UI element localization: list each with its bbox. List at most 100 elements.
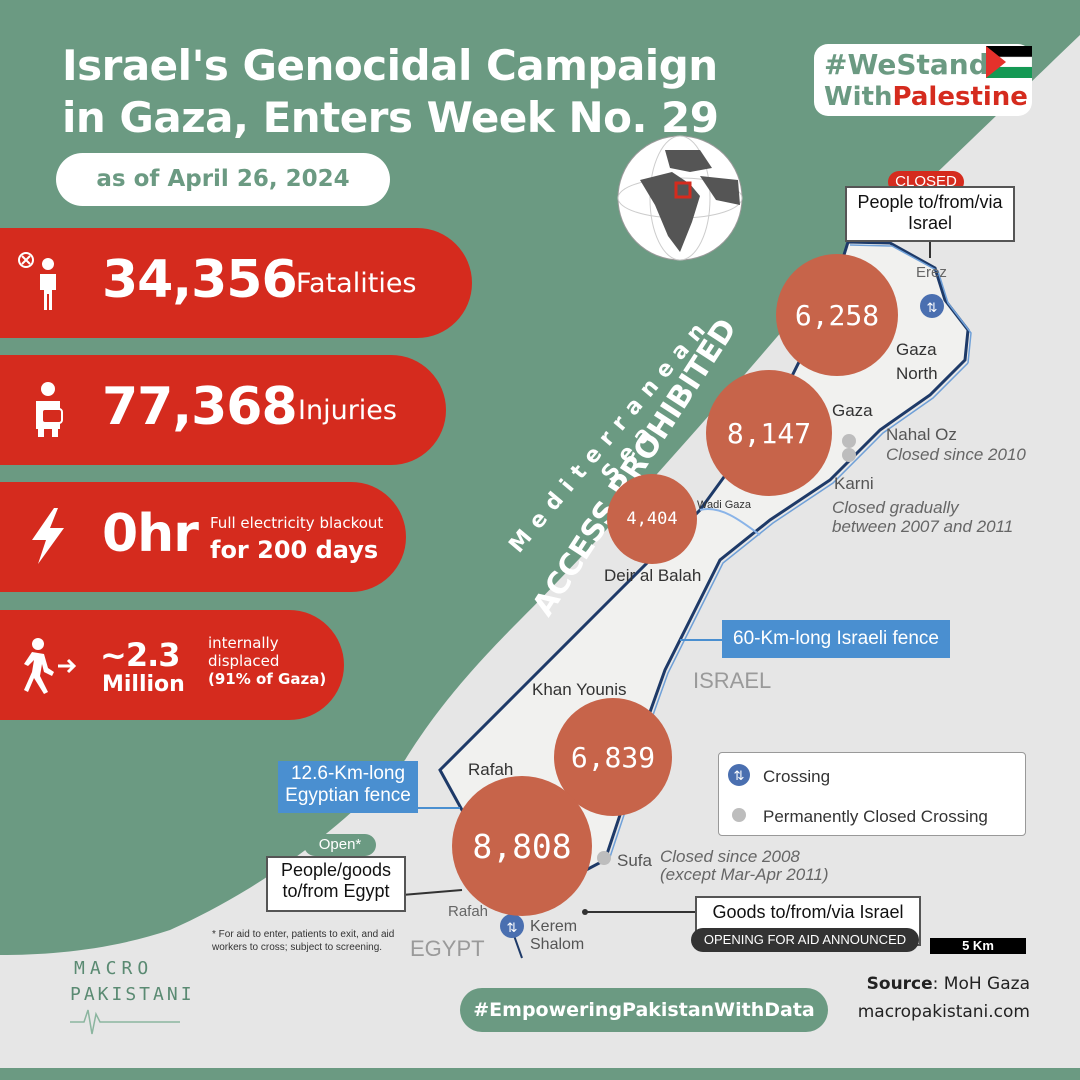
lightning-bolt-icon — [32, 508, 64, 564]
svg-text:⇅: ⇅ — [734, 769, 745, 784]
fatalities-value: 34,356 — [102, 250, 298, 310]
footnote: * For aid to enter, patients to exit, an… — [212, 928, 412, 954]
egypt-label: EGYPT — [410, 936, 485, 961]
kerem-shalom-label-2: Shalom — [530, 936, 585, 953]
website: macropakistani.com — [857, 1002, 1030, 1022]
rafah-leader — [401, 889, 463, 896]
displaced-note-3: (91% of Gaza) — [208, 670, 327, 688]
gaza-label: Gaza — [832, 401, 873, 420]
egyptian-fence-line-2: Egyptian fence — [285, 785, 411, 806]
wadi-gaza-river — [699, 508, 761, 536]
injured-person-icon — [36, 382, 63, 437]
kerem-shalom-label-1: Kerem — [530, 918, 578, 935]
hashtag-badge: #WeStand WithPalestine — [814, 44, 1032, 116]
deir-al-balah-label: Deir al Balah — [604, 566, 702, 585]
egyptian-fence-line-1: 12.6-Km-long — [290, 763, 406, 784]
source-value: : MoH Gaza — [932, 974, 1030, 994]
hashtag-palestine: Palestine — [892, 82, 1028, 112]
displaced-unit: Million — [102, 672, 185, 697]
source-line: Source: MoH Gaza — [830, 974, 1030, 994]
deir-al-balah-circle: 4,404 — [607, 474, 697, 564]
kerem-callout-line-1: Goods to/from/via Israel — [712, 902, 904, 922]
nahal-oz-label: Nahal Oz — [886, 425, 957, 444]
karni-note-1: Closed gradually — [832, 498, 959, 517]
legend-crossing-label: Crossing — [763, 767, 831, 786]
rafah-status-badge: Open* — [304, 834, 376, 856]
footnote-line-1: * For aid to enter, patients to exit, an… — [212, 929, 395, 940]
electricity-card: 0hr Full electricity blackout for 200 da… — [0, 482, 406, 592]
electricity-line-1: Full electricity blackout — [210, 514, 384, 532]
gaza-circle: 8,147 — [706, 370, 832, 496]
injuries-label: Injuries — [298, 395, 397, 426]
khan-younis-label: Khan Younis — [532, 680, 627, 699]
israeli-fence-callout: 60-Km-long Israeli fence — [722, 620, 950, 658]
bottom-strip — [0, 1068, 1080, 1080]
erez-callout: People to/from/via Israel — [845, 186, 1015, 242]
sufa-note-1: Closed since 2008 — [660, 847, 800, 866]
palestine-flag-icon — [986, 46, 1032, 78]
erez-callout-line-2: Israel — [907, 213, 952, 233]
hashtag-with: With — [824, 82, 893, 112]
svg-text:⇅: ⇅ — [507, 921, 518, 936]
karni-note-2: between 2007 and 2011 — [832, 517, 1014, 536]
injuries-value: 77,368 — [102, 377, 298, 437]
rafah-label: Rafah — [468, 760, 514, 779]
karni-label: Karni — [834, 474, 874, 493]
fence-line-north — [849, 244, 972, 364]
displaced-value: ~2.3 — [100, 636, 180, 674]
erez-label: Erez — [916, 264, 947, 281]
khan-younis-circle: 6,839 — [554, 698, 672, 816]
rafah-callout: People/goods to/from Egypt — [266, 856, 406, 912]
kerem-status-badge: OPENING FOR AID ANNOUNCED — [691, 928, 919, 952]
crossing-legend-icon: ⇅ — [728, 764, 750, 786]
map-legend: ⇅ Crossing Permanently Closed Crossing — [718, 752, 1026, 836]
sufa-marker — [597, 851, 611, 865]
footer-hashtag: #EmpoweringPakistanWithData — [460, 988, 828, 1032]
macro-pakistani-logo: MACRO PAKISTANI — [70, 958, 192, 1038]
hashtag-line-1: #WeStand — [824, 48, 989, 81]
displaced-note-1: internally — [208, 634, 279, 652]
rafah-circle: 8,808 — [452, 776, 592, 916]
nahal-oz-marker — [842, 434, 856, 448]
source-label: Source — [866, 974, 933, 994]
rafah-callout-line-2: to/from Egypt — [282, 881, 390, 901]
electricity-value: 0hr — [102, 504, 199, 564]
person-killed-icon — [18, 252, 56, 310]
displaced-note-2: displaced — [208, 652, 280, 670]
gaza-north-circle: 6,258 — [776, 254, 898, 376]
displaced-person-icon — [24, 638, 77, 694]
page-title: Israel's Genocidal Campaign in Gaza, Ent… — [62, 40, 782, 144]
scale-bar — [930, 938, 1026, 954]
erez-crossing-icon: ⇅ — [920, 294, 944, 318]
displaced-card: ~2.3 Million internally displaced (91% o… — [0, 610, 344, 720]
wadi-gaza-label: Wadi Gaza — [697, 499, 752, 511]
svg-text:⇅: ⇅ — [927, 301, 938, 316]
fatalities-card: 34,356 Fatalities — [0, 228, 472, 338]
logo-line-1: MACRO — [74, 958, 154, 979]
sufa-note-2: (except Mar-Apr 2011) — [660, 865, 829, 884]
kerem-shalom-crossing-icon: ⇅ — [500, 914, 524, 938]
karni-marker — [842, 448, 856, 462]
logo-pulse-icon — [70, 1009, 180, 1035]
nahal-oz-note: Closed since 2010 — [886, 445, 1026, 464]
gaza-north-label-1: Gaza — [896, 340, 937, 359]
kerem-leader-dot — [582, 909, 588, 915]
globe-icon — [617, 135, 743, 261]
hashtag-line-2: WithPalestine — [824, 82, 1028, 112]
as-of-date: as of April 26, 2024 — [56, 153, 390, 206]
closed-crossing-legend-icon — [732, 808, 746, 822]
sufa-label: Sufa — [617, 851, 652, 870]
rafah-crossing-label: Rafah — [448, 903, 489, 920]
electricity-line-2: for 200 days — [210, 536, 379, 564]
gaza-north-label-2: North — [896, 364, 938, 383]
logo-line-2: PAKISTANI — [70, 984, 195, 1005]
scale-label: 5 Km — [962, 938, 994, 953]
legend-closed-label: Permanently Closed Crossing — [763, 807, 988, 826]
title-line-2: in Gaza, Enters Week No. 29 — [62, 93, 719, 142]
israel-label: ISRAEL — [693, 668, 772, 693]
fatalities-label: Fatalities — [296, 268, 417, 299]
egyptian-fence-callout: 12.6-Km-long Egyptian fence — [278, 761, 418, 813]
rafah-callout-line-1: People/goods — [280, 860, 392, 880]
erez-callout-line-1: People to/from/via — [857, 192, 1003, 212]
